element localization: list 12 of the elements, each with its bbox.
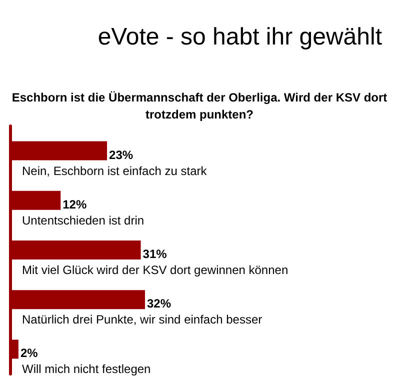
data-label: 2% [20, 346, 38, 360]
y-tick-label: Mit viel Glück wird der KSV dort gewinnen können [22, 263, 288, 277]
y-tick-label: Nein, Eschborn ist einfach zu stark [22, 164, 208, 178]
y-tick-label: Natürlich drei Punkte, wir sind einfach besser [22, 312, 262, 327]
data-label: 23% [109, 148, 134, 162]
data-label: 31% [142, 247, 168, 261]
text: Eschborn ist die Übermannschaft der Oberliga. Wird der KSV dort trotzdem punkten? [12, 90, 388, 122]
text: eVote - so habt ihr gewählt [98, 24, 382, 50]
data-label: 32% [147, 296, 172, 311]
y-tick-label: Will mich nicht festlegen [22, 362, 151, 376]
data-label: 12% [62, 197, 87, 212]
y-tick-label: Untentschieden ist drin [22, 213, 144, 228]
